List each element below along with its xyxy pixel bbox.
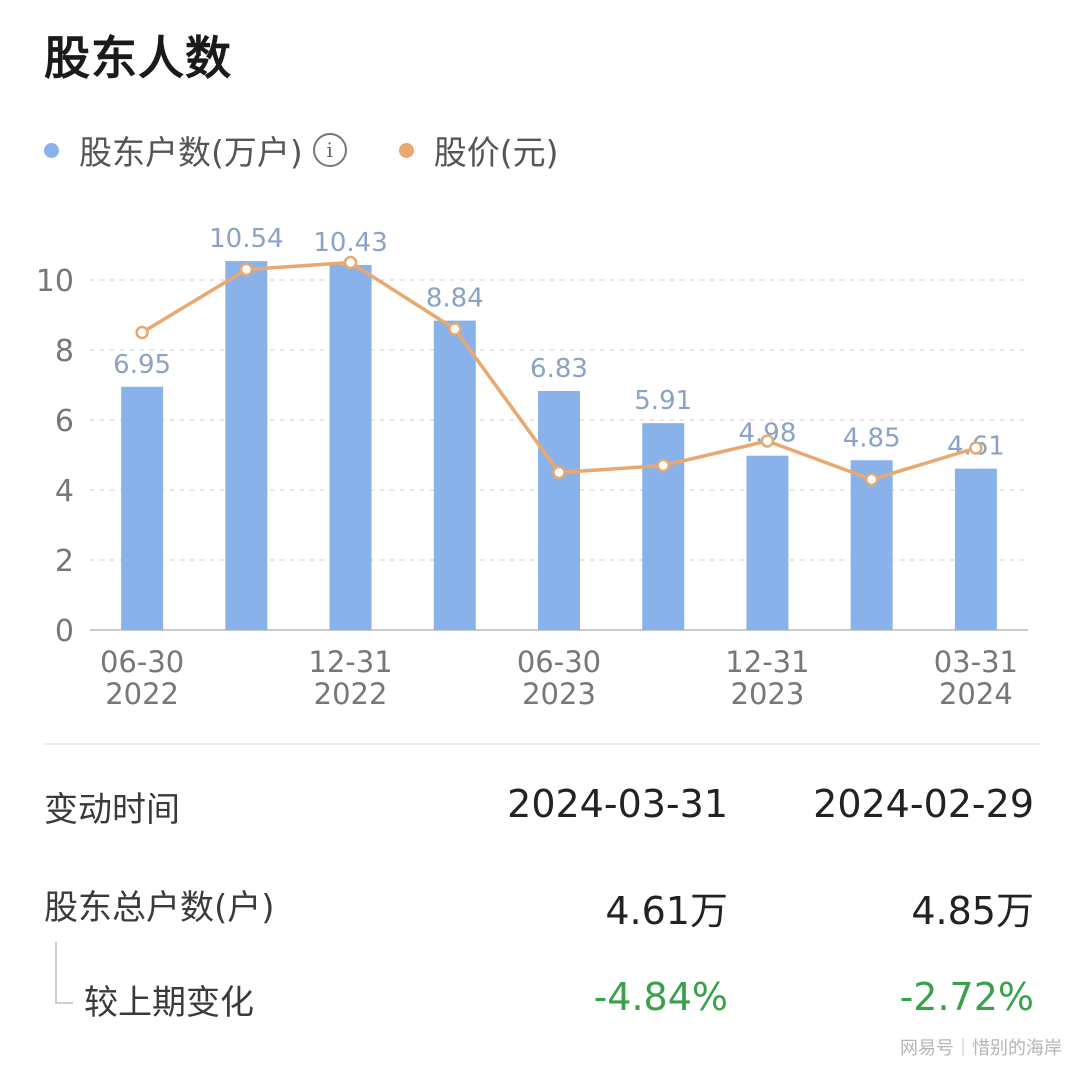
x-axis-ticks: 06-30202212-31202206-30202312-31202303-3… — [100, 645, 1018, 711]
row-value-previous: 2024-02-29 — [813, 782, 1034, 826]
chart-legend: 股东户数(万户) i 股价(元) — [44, 122, 559, 178]
price-point — [343, 255, 358, 270]
legend-item-holders[interactable]: 股东户数(万户) i — [44, 126, 347, 174]
holder-bar-label: 10.54 — [209, 224, 283, 254]
y-tick-label: 4 — [55, 474, 74, 509]
row-value-current: -4.84% — [593, 975, 728, 1019]
x-tick-label: 06-30 — [517, 645, 601, 679]
holder-bar-label: 6.95 — [113, 350, 171, 380]
holder-bar-label: 6.83 — [530, 354, 588, 384]
tree-connector — [55, 942, 73, 1004]
holder-bar-label: 4.85 — [843, 423, 901, 453]
row-label: 较上期变化 — [84, 983, 254, 1023]
legend-holders-label: 股东户数(万户) — [79, 133, 303, 172]
holder-bar-label: 8.84 — [426, 284, 484, 314]
holder-bar — [538, 390, 580, 630]
holder-bar — [642, 423, 685, 630]
x-tick-year-label: 2023 — [731, 677, 805, 711]
row-value-previous: 4.85万 — [911, 889, 1034, 933]
row-label: 股东总户数(户) — [44, 888, 275, 928]
holder-bar — [225, 261, 268, 630]
x-tick-label: 03-31 — [934, 645, 1018, 679]
info-icon[interactable]: i — [312, 133, 347, 167]
table-row-holders: 股东总户数(户) 4.61万 4.85万 — [0, 880, 1080, 940]
x-tick-label: 12-31 — [725, 645, 809, 679]
legend-item-price[interactable]: 股价(元) — [398, 126, 559, 174]
watermark: 网易号｜惜别的海岸 — [900, 1038, 1062, 1059]
table-row-change: 较上期变化 -4.84% -2.72% — [0, 975, 1080, 1035]
holder-bar-label: 10.43 — [313, 228, 387, 258]
page-title: 股东人数 — [44, 31, 232, 85]
price-point — [864, 472, 879, 487]
legend-price-label: 股价(元) — [433, 133, 559, 172]
price-point — [239, 262, 254, 277]
y-axis-ticks: 0 2 4 6 8 10 — [36, 264, 74, 649]
x-tick-label: 12-31 — [308, 645, 392, 679]
holder-bar — [850, 460, 893, 630]
row-value-current: 2024-03-31 — [507, 782, 728, 826]
price-point — [969, 441, 983, 455]
holder-bar — [954, 468, 997, 630]
price-point — [448, 322, 462, 336]
row-label: 变动时间 — [44, 790, 180, 830]
price-point — [656, 458, 670, 473]
y-tick-label: 10 — [36, 264, 74, 299]
price-point — [552, 465, 566, 480]
y-tick-label: 6 — [55, 404, 74, 439]
table-row-date: 变动时间 2024-03-31 2024-02-29 — [0, 782, 1080, 842]
holder-bar — [746, 455, 789, 630]
x-tick-year-label: 2023 — [522, 677, 596, 711]
holder-bar — [433, 320, 476, 630]
y-tick-label: 0 — [55, 614, 74, 649]
price-point — [760, 434, 775, 448]
holder-bar — [329, 264, 372, 630]
price-point — [135, 325, 149, 340]
section-divider — [44, 743, 1040, 745]
legend-price-dot-icon — [398, 142, 414, 158]
y-tick-label: 8 — [55, 334, 74, 369]
holder-bars — [121, 261, 997, 630]
legend-holders-dot-icon — [44, 142, 59, 158]
y-tick-label: 2 — [55, 544, 74, 579]
scroll-fade — [1034, 780, 1080, 1040]
price-line-series — [135, 255, 983, 487]
x-tick-label: 06-30 — [100, 645, 184, 679]
x-tick-year-label: 2024 — [939, 677, 1013, 711]
x-tick-year-label: 2022 — [105, 677, 179, 711]
holder-bar — [121, 386, 164, 630]
row-value-current: 4.61万 — [605, 889, 728, 933]
x-tick-year-label: 2022 — [314, 677, 388, 711]
row-value-previous: -2.72% — [899, 975, 1034, 1019]
holder-bar-label: 5.91 — [634, 386, 692, 416]
